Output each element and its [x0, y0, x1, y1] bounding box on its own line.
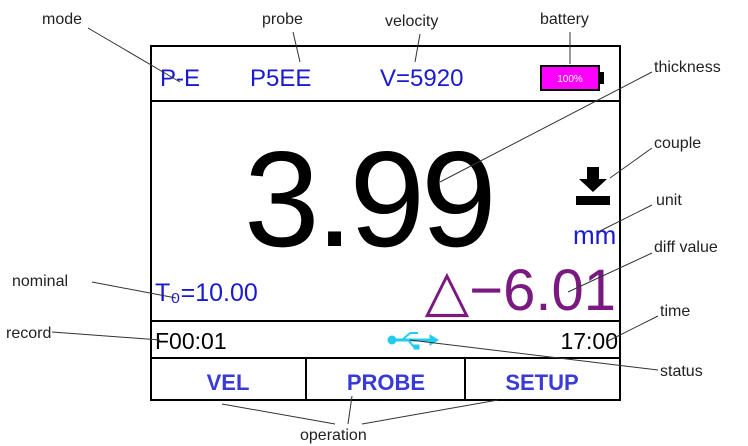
- probe: P5EE: [250, 65, 311, 92]
- mode: P-E: [160, 65, 200, 92]
- velocity: V=5920: [380, 65, 463, 92]
- label: mode: [42, 11, 82, 28]
- label: diff value: [654, 239, 718, 256]
- screen: [150, 45, 621, 401]
- leader-lines: [51, 27, 659, 425]
- diff-value: △−6.01: [425, 258, 616, 323]
- unit: mm: [573, 220, 616, 250]
- battery-icon: 100%: [540, 65, 604, 91]
- label: time: [660, 303, 690, 320]
- label: thickness: [654, 59, 721, 76]
- label: couple: [654, 135, 701, 152]
- record: F00:01: [155, 328, 227, 354]
- couple-icon: [576, 167, 610, 205]
- label: operation: [300, 427, 367, 444]
- thickness: 3.99: [244, 123, 493, 275]
- button[interactable]: SETUP: [505, 370, 578, 395]
- label: unit: [656, 192, 682, 209]
- label: velocity: [385, 13, 438, 30]
- label: status: [660, 363, 703, 380]
- battery-level: 100%: [557, 74, 583, 85]
- button[interactable]: PROBE: [347, 370, 425, 395]
- label: record: [6, 325, 51, 342]
- nominal: T₀=10.00: [155, 279, 258, 307]
- time: 17:00: [560, 328, 618, 354]
- label: probe: [262, 11, 303, 28]
- label: battery: [540, 11, 589, 28]
- label: nominal: [12, 273, 68, 290]
- button[interactable]: VEL: [207, 370, 250, 395]
